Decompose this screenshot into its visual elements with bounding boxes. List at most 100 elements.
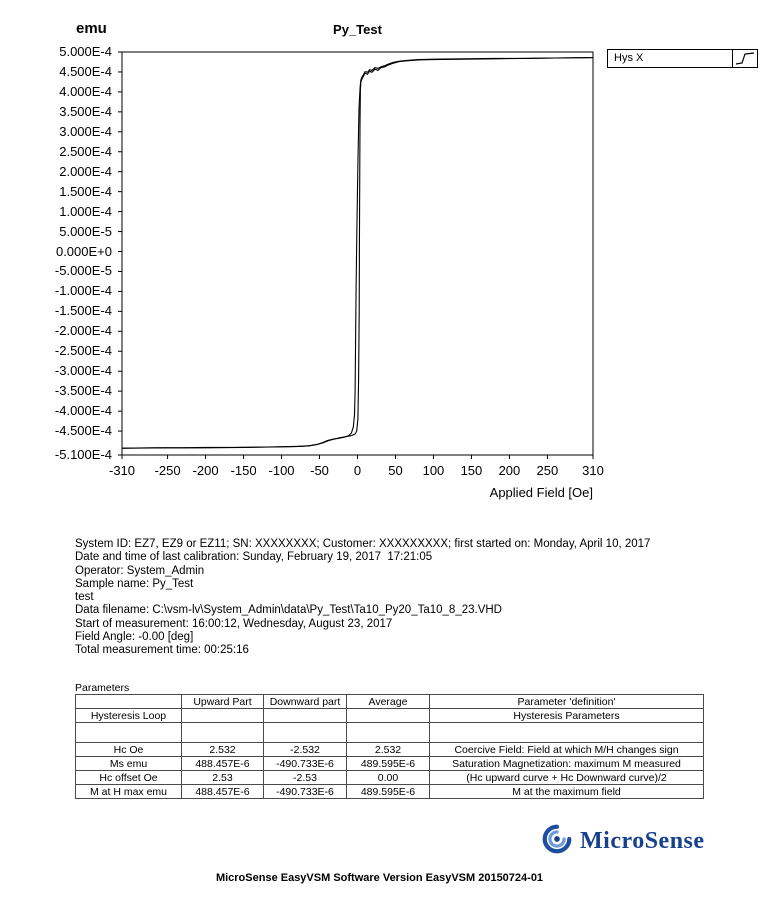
y-tick-label: 2.500E-4 bbox=[59, 143, 112, 159]
table-cell: Hc Oe bbox=[75, 742, 182, 757]
table-cell bbox=[346, 722, 430, 743]
table-cell: Saturation Magnetization: maximum M meas… bbox=[429, 756, 704, 771]
x-tick-label: -100 bbox=[268, 463, 295, 478]
x-tick-label: -50 bbox=[310, 463, 329, 478]
legend-curve-icon bbox=[732, 50, 757, 67]
info-line: System ID: EZ7, EZ9 or EZ11; SN: XXXXXXX… bbox=[75, 538, 651, 550]
table-row: Hc offset Oe 2.53 -2.53 0.00 (Hc upward curv… bbox=[75, 770, 704, 785]
info-line: Date and time of last calibration: Sunda… bbox=[75, 551, 433, 564]
y-tick-label: 0.000E+0 bbox=[55, 243, 112, 259]
table-cell bbox=[181, 708, 264, 723]
y-tick-label: -3.500E-4 bbox=[54, 383, 112, 399]
y-tick-label: 2.000E-4 bbox=[59, 163, 112, 179]
y-tick-label: 5.000E-5 bbox=[59, 223, 112, 239]
table-header-cell: Downward part bbox=[263, 694, 347, 709]
table-cell: 489.595E-6 bbox=[346, 756, 430, 771]
table-header-cell bbox=[75, 694, 182, 709]
microsense-logo: MicroSense bbox=[540, 822, 705, 861]
table-cell: (Hc upward curve + Hc Downward curve)/2 bbox=[429, 770, 704, 785]
y-tick-label: -1.000E-4 bbox=[54, 283, 112, 299]
plot-svg bbox=[118, 51, 594, 459]
table-row: Ms emu 488.457E-6 -490.733E-6 489.595E-6 Sat… bbox=[75, 756, 704, 771]
table-row: Hc Oe 2.532 -2.532 2.532 Coercive Field: Fie… bbox=[75, 742, 704, 757]
y-tick-label: -3.000E-4 bbox=[54, 363, 112, 379]
x-tick-label: -250 bbox=[154, 463, 181, 478]
x-tick-label: 310 bbox=[582, 463, 604, 478]
table-cell: 2.532 bbox=[181, 742, 264, 757]
y-tick-label: 5.000E-4 bbox=[59, 44, 112, 59]
chart-title: Py_Test bbox=[333, 22, 382, 37]
x-tick-label: -200 bbox=[192, 463, 219, 478]
table-cell: Hc offset Oe bbox=[75, 770, 182, 785]
info-line: Field Angle: -0.00 [deg] bbox=[75, 631, 194, 644]
parameters-table-head: Upward Part Downward part Average Parameter… bbox=[75, 694, 704, 709]
table-cell: 488.457E-6 bbox=[181, 784, 264, 799]
parameters-table: Upward Part Downward part Average Parameter… bbox=[75, 694, 704, 799]
table-row: Hysteresis Loop Hysteresis Parameters bbox=[75, 708, 704, 723]
y-tick-label: -2.000E-4 bbox=[54, 323, 112, 339]
table-cell bbox=[75, 722, 182, 743]
info-line: Sample name: Py_Test bbox=[75, 577, 194, 590]
x-tick-label: 200 bbox=[498, 463, 521, 478]
table-cell: Ms emu bbox=[75, 756, 182, 771]
info-line: Data filename: C:\vsm-lv\System_Admin\da… bbox=[75, 604, 502, 617]
table-row bbox=[75, 722, 704, 743]
table-cell: Hysteresis Parameters bbox=[429, 708, 704, 723]
table-cell bbox=[263, 708, 347, 723]
info-line: test bbox=[75, 591, 94, 604]
parameters-section-label: Parameters bbox=[75, 682, 130, 694]
table-cell: M at the maximum field bbox=[429, 784, 704, 799]
info-line: Operator: System_Admin bbox=[75, 564, 205, 577]
y-tick-label: 3.500E-4 bbox=[59, 103, 112, 119]
y-tick-label: -4.000E-4 bbox=[54, 403, 112, 419]
info-line: Start of measurement: 16:00:12, Wednesda… bbox=[75, 617, 393, 630]
x-tick-label: -310 bbox=[108, 463, 136, 478]
table-cell: M at H max emu bbox=[75, 784, 182, 799]
table-cell: Hysteresis Loop bbox=[75, 708, 182, 723]
footer-version-text: MicroSense EasyVSM Software Version Easy… bbox=[215, 872, 544, 884]
y-tick-label: 1.000E-4 bbox=[59, 203, 112, 219]
legend-box[interactable]: Hys X bbox=[607, 49, 758, 68]
info-line: Total measurement time: 00:25:16 bbox=[75, 644, 249, 657]
x-tick-label: 50 bbox=[388, 463, 403, 478]
x-tick-label: 250 bbox=[536, 463, 559, 478]
table-cell: 0.00 bbox=[346, 770, 430, 785]
logo-text: MicroSense bbox=[580, 828, 705, 854]
table-cell: -2.532 bbox=[263, 742, 347, 757]
table-cell: -490.733E-6 bbox=[263, 756, 347, 771]
y-tick-label: -5.000E-5 bbox=[54, 263, 112, 279]
y-tick-label: 3.000E-4 bbox=[59, 123, 112, 139]
table-header-cell: Parameter 'definition' bbox=[429, 694, 704, 709]
parameters-table-body: Hysteresis Loop Hysteresis Parameters Hc O… bbox=[75, 708, 704, 799]
table-row: M at H max emu 488.457E-6 -490.733E-6 489.5… bbox=[75, 784, 704, 799]
table-cell bbox=[346, 708, 430, 723]
table-cell bbox=[429, 722, 704, 743]
table-cell: -2.53 bbox=[263, 770, 347, 785]
table-header-cell: Upward Part bbox=[181, 694, 264, 709]
x-tick-label: 0 bbox=[353, 463, 362, 478]
table-cell: 489.595E-6 bbox=[346, 784, 430, 799]
table-header-cell: Average bbox=[346, 694, 430, 709]
table-cell bbox=[263, 722, 347, 743]
y-tick-label: 4.000E-4 bbox=[59, 83, 112, 99]
table-cell: Coercive Field: Field at which M/H chang… bbox=[429, 742, 704, 757]
x-tick-label: 100 bbox=[422, 463, 445, 478]
microsense-swirl-icon bbox=[540, 822, 574, 861]
x-tick-label: 150 bbox=[460, 463, 483, 478]
y-tick-label: 4.500E-4 bbox=[59, 63, 112, 79]
x-axis-label: Applied Field [Oe] bbox=[489, 485, 593, 500]
x-tick-label: -150 bbox=[230, 463, 257, 478]
y-unit-label: emu bbox=[76, 20, 107, 37]
y-tick-label: -4.500E-4 bbox=[54, 423, 112, 439]
y-tick-label: -2.500E-4 bbox=[54, 343, 112, 359]
y-tick-label: -1.500E-4 bbox=[54, 303, 112, 319]
table-cell: 488.457E-6 bbox=[181, 756, 264, 771]
y-tick-label: 1.500E-4 bbox=[59, 183, 112, 199]
table-cell bbox=[181, 722, 264, 743]
table-cell: 2.532 bbox=[346, 742, 430, 757]
table-cell: -490.733E-6 bbox=[263, 784, 347, 799]
table-cell: 2.53 bbox=[181, 770, 264, 785]
legend-label: Hys X bbox=[614, 52, 644, 64]
y-tick-label: -5.100E-4 bbox=[54, 447, 112, 462]
